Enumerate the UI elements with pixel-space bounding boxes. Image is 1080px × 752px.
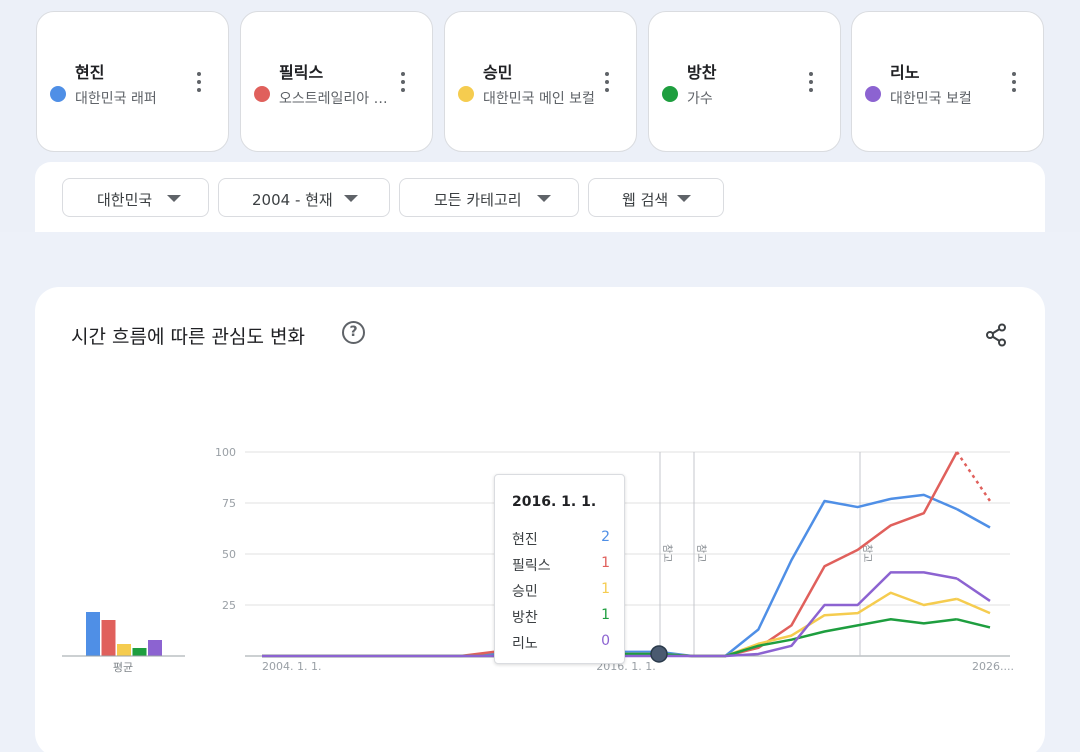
period-filter-dropdown[interactable]: 2004 - 현재 [218, 178, 390, 217]
hover-point [650, 645, 668, 663]
chart-title: 시간 흐름에 따른 관심도 변화 [71, 326, 305, 348]
series-partial-segment [955, 451, 992, 502]
note-marker-label: 참고 [661, 544, 673, 562]
term-name: 리노 [890, 63, 920, 82]
x-tick-label: 2026.... [972, 660, 1014, 673]
term-color-dot [458, 86, 474, 102]
caret-down-icon [677, 195, 691, 202]
category-filter-label: 모든 카테고리 [434, 191, 522, 209]
term-card-2[interactable]: 필릭스 오스트레일리아 가수 [240, 11, 433, 152]
term-card-4[interactable]: 방찬 가수 [648, 11, 841, 152]
tooltip-term: 리노 [512, 636, 538, 652]
series-last-segment [956, 597, 991, 615]
y-tick-label: 25 [222, 599, 236, 612]
y-tick-label: 100 [215, 446, 236, 459]
tooltip-term: 승민 [512, 584, 538, 600]
more-vert-icon[interactable] [393, 70, 413, 94]
term-name: 현진 [75, 63, 105, 82]
term-color-dot [50, 86, 66, 102]
average-bar-1 [86, 612, 100, 656]
y-tick-label: 50 [222, 548, 236, 561]
period-filter-label: 2004 - 현재 [252, 191, 333, 209]
tooltip-value: 2 [601, 529, 610, 545]
caret-down-icon [344, 195, 358, 202]
average-bars: 평균 [62, 612, 185, 674]
search-type-filter-dropdown[interactable]: 웹 검색 [588, 178, 724, 217]
tooltip-value: 1 [601, 555, 610, 571]
chart-series [262, 451, 992, 663]
help-circle-icon[interactable]: ? [342, 321, 365, 344]
series-last-segment [956, 508, 991, 529]
note-marker-label: 참고 [861, 544, 873, 562]
term-color-dot [865, 86, 881, 102]
search-type-filter-label: 웹 검색 [622, 191, 669, 209]
term-name: 필릭스 [279, 63, 324, 82]
term-card-1[interactable]: 현진 대한민국 래퍼 [36, 11, 229, 152]
average-bar-4 [132, 648, 147, 656]
term-name: 방찬 [687, 63, 717, 82]
term-card-3[interactable]: 승민 대한민국 메인 보컬 [444, 11, 637, 152]
tooltip-term: 필릭스 [512, 558, 551, 574]
x-tick-label: 2004. 1. 1. [262, 660, 321, 673]
category-filter-dropdown[interactable]: 모든 카테고리 [399, 178, 579, 217]
average-bar-5 [148, 640, 162, 656]
tooltip-date: 2016. 1. 1. [512, 494, 597, 510]
tooltip-row: 리노 0 [512, 633, 610, 653]
caret-down-icon [537, 195, 551, 202]
series-last-segment [956, 577, 991, 602]
share-icon[interactable] [985, 323, 1007, 347]
tooltip-value: 1 [601, 581, 610, 597]
series-last-segment [956, 618, 991, 629]
average-bar-3 [117, 644, 131, 656]
tooltip-row: 필릭스 1 [512, 555, 610, 575]
term-card-5[interactable]: 리노 대한민국 보컬 [851, 11, 1044, 152]
more-vert-icon[interactable] [801, 70, 821, 94]
tooltip-term: 현진 [512, 532, 538, 548]
more-vert-icon[interactable] [1004, 70, 1024, 94]
note-marker-label: 참고 [695, 544, 707, 562]
tooltip-row: 방찬 1 [512, 607, 610, 627]
x-axis-labels: 2004. 1. 1. 2016. 1. 1. 2026.... [262, 660, 1014, 673]
term-name: 승민 [483, 63, 513, 82]
chart-notes: 참고 참고 참고 [659, 452, 873, 656]
tooltip-row: 승민 1 [512, 581, 610, 601]
average-label: 평균 [113, 661, 133, 674]
chart-tooltip: 2016. 1. 1. 현진 2 필릭스 1 승민 1 방찬 1 리노 0 [494, 474, 625, 664]
tooltip-term: 방찬 [512, 610, 538, 626]
region-filter-label: 대한민국 [97, 191, 153, 209]
term-color-dot [254, 86, 270, 102]
more-vert-icon[interactable] [597, 70, 617, 94]
term-color-dot [662, 86, 678, 102]
tooltip-value: 1 [601, 607, 610, 623]
y-tick-label: 75 [222, 497, 236, 510]
more-vert-icon[interactable] [189, 70, 209, 94]
region-filter-dropdown[interactable]: 대한민국 [62, 178, 209, 217]
tooltip-value: 0 [601, 633, 610, 649]
caret-down-icon [167, 195, 181, 202]
filter-bar: 대한민국 2004 - 현재 모든 카테고리 웹 검색 [35, 162, 1045, 232]
tooltip-row: 현진 2 [512, 529, 610, 549]
average-bar-2 [101, 620, 116, 656]
